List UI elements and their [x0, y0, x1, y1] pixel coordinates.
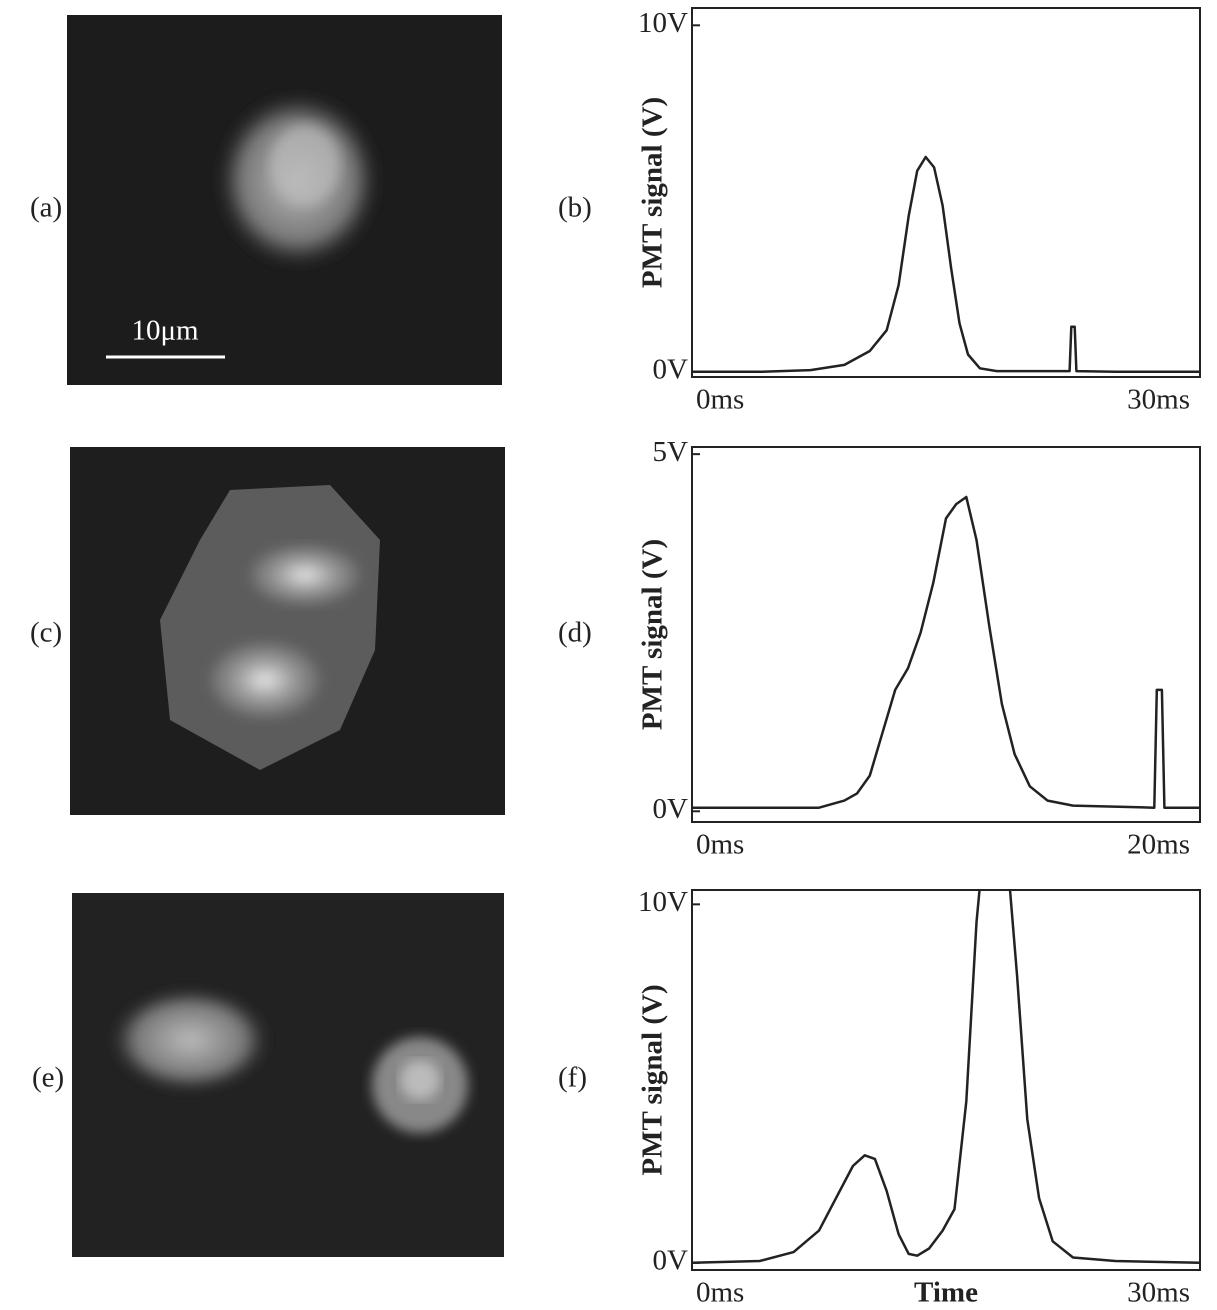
- x-tick-label: 0ms: [696, 1277, 744, 1309]
- x-tick-label: 20ms: [1127, 829, 1190, 861]
- x-tick-label: 30ms: [1127, 384, 1190, 416]
- panel-label: (f): [558, 1062, 587, 1094]
- panel-label: (e): [32, 1062, 64, 1094]
- y-axis-label: PMT signal (V): [637, 539, 669, 730]
- y-tick-label: 10V: [638, 886, 688, 918]
- plot-frame: [691, 889, 1201, 1271]
- x-axis-label: Time: [914, 1277, 978, 1309]
- x-tick-label: 0ms: [696, 384, 744, 416]
- plot-frame: [691, 446, 1201, 823]
- y-tick-label: 0V: [653, 1244, 689, 1276]
- y-tick-label: 0V: [653, 353, 689, 385]
- signal-line: [692, 890, 1200, 1265]
- panel-label: (d): [558, 617, 592, 649]
- signal-line: [692, 495, 1200, 809]
- y-axis-label: PMT signal (V): [637, 984, 669, 1175]
- x-tick-label: 30ms: [1127, 1277, 1190, 1309]
- plot-frame: [691, 7, 1201, 378]
- micrograph-c: [70, 447, 505, 815]
- micrograph-e: [72, 893, 504, 1257]
- signal-line: [692, 155, 1200, 374]
- panel-label: (c): [30, 617, 62, 649]
- micrograph-a: [67, 15, 502, 385]
- y-tick-label: 10V: [638, 7, 688, 39]
- panel-label: (a): [30, 192, 62, 224]
- y-axis-label: PMT signal (V): [637, 97, 669, 288]
- y-tick-label: 0V: [653, 793, 689, 825]
- y-tick-label: 5V: [653, 436, 689, 468]
- scale-bar-label: 10μm: [131, 315, 199, 347]
- panel-label: (b): [558, 192, 592, 224]
- x-tick-label: 0ms: [696, 829, 744, 861]
